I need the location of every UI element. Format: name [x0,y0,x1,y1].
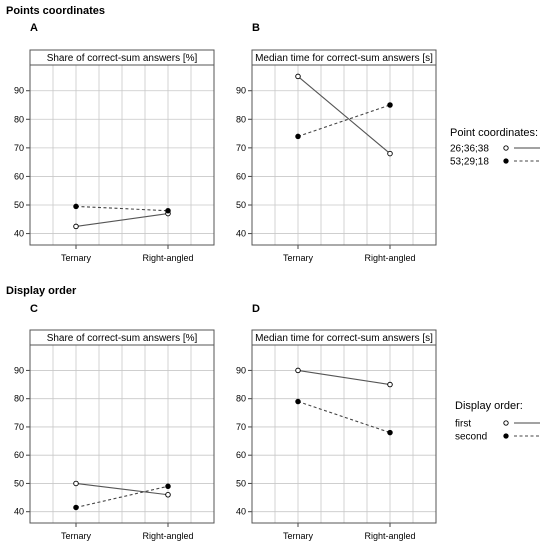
y-tick-label: 70 [236,143,246,153]
series-point-second [295,398,301,405]
strip-title: Share of correct-sum answers [%] [47,333,198,344]
y-tick-label: 60 [14,171,24,181]
y-tick-label: 90 [14,86,24,96]
series-line-first [297,369,391,386]
legend-2: Display order: first second [455,400,540,443]
legend-marker [503,158,509,164]
y-tick-label: 90 [236,365,246,375]
series-point-53;29;18 [387,102,393,108]
legend-1: Point coordinates: 26;36;38 53;29;18 [450,127,540,168]
y-tick-label: 80 [14,114,24,124]
y-tick-label: 50 [14,200,24,210]
y-tick-label: 40 [14,507,24,517]
legend-marker [503,145,509,151]
y-tick-label: 80 [236,394,246,404]
plot-border [29,344,215,524]
series-point-53;29;18 [165,207,171,214]
section-title-display: Display order [6,285,77,297]
y-tick-label: 50 [236,200,246,210]
series-line-second [75,485,169,508]
y-tick-label: 40 [236,507,246,517]
legend-title: Point coordinates: [450,127,538,139]
y-tick-label: 70 [14,422,24,432]
panel-c: C Share of correct-sum answers [%] 40 50 60 7… [14,303,215,541]
y-tick-label: 80 [14,394,24,404]
section-title-points: Points coordinates [6,5,105,17]
x-tick-label: Ternary [283,531,314,541]
y-tick-label: 40 [236,229,246,239]
series-point-53;29;18 [295,133,301,140]
legend-marker [503,420,509,426]
y-tick-label: 40 [14,229,24,239]
series-point-first [295,367,301,374]
x-tick-label: Right-angled [364,253,415,263]
legend-label: first [455,419,471,430]
y-tick-label: 70 [236,422,246,432]
legend-label: 53;29;18 [450,157,489,168]
series-point-second [73,504,79,511]
x-tick-label: Right-angled [364,531,415,541]
series-point-first [165,491,171,498]
y-tick-label: 50 [236,478,246,488]
panel-a: A Share of correct-sum answers [%] 40 50 60 7… [14,22,215,263]
series-line-53;29;18 [75,205,169,212]
series-point-26;36;38 [387,150,393,157]
strip-title: Median time for correct-sum answers [s] [255,53,433,64]
series-line-26;36;38 [297,76,391,154]
panel-letter: D [252,303,260,315]
x-tick-label: Ternary [283,253,314,263]
panel-b: B Median time for correct-sum answers [s]… [236,22,437,263]
y-tick-label: 80 [236,114,246,124]
y-tick-label: 60 [14,450,24,460]
series-point-26;36;38 [295,73,301,80]
panel-letter: C [30,303,38,315]
x-tick-label: Right-angled [142,253,193,263]
x-tick-label: Ternary [61,531,92,541]
series-line-first [75,482,169,496]
panel-letter: A [30,22,38,34]
y-tick-label: 60 [236,171,246,181]
plot-border [251,344,437,524]
series-point-second [387,429,393,436]
legend-title: Display order: [455,400,523,412]
y-tick-label: 50 [14,478,24,488]
y-tick-label: 90 [236,86,246,96]
series-point-first [73,480,79,487]
legend-marker [503,433,509,439]
series-line-26;36;38 [75,213,169,227]
plot-border [251,64,437,246]
y-tick-label: 70 [14,143,24,153]
y-tick-label: 60 [236,450,246,460]
legend-label: second [455,432,487,443]
series-point-53;29;18 [73,203,79,210]
strip-title: Median time for correct-sum answers [s] [255,333,433,344]
series-point-first [387,381,393,388]
y-tick-label: 90 [14,365,24,375]
plot-border [29,64,215,246]
panel-d: D Median time for correct-sum answers [s]… [236,303,437,541]
panel-letter: B [252,22,260,34]
strip-title: Share of correct-sum answers [%] [47,53,198,64]
series-point-26;36;38 [73,223,79,230]
legend-label: 26;36;38 [450,144,489,155]
x-tick-label: Right-angled [142,531,193,541]
x-tick-label: Ternary [61,253,92,263]
series-point-second [165,483,171,490]
